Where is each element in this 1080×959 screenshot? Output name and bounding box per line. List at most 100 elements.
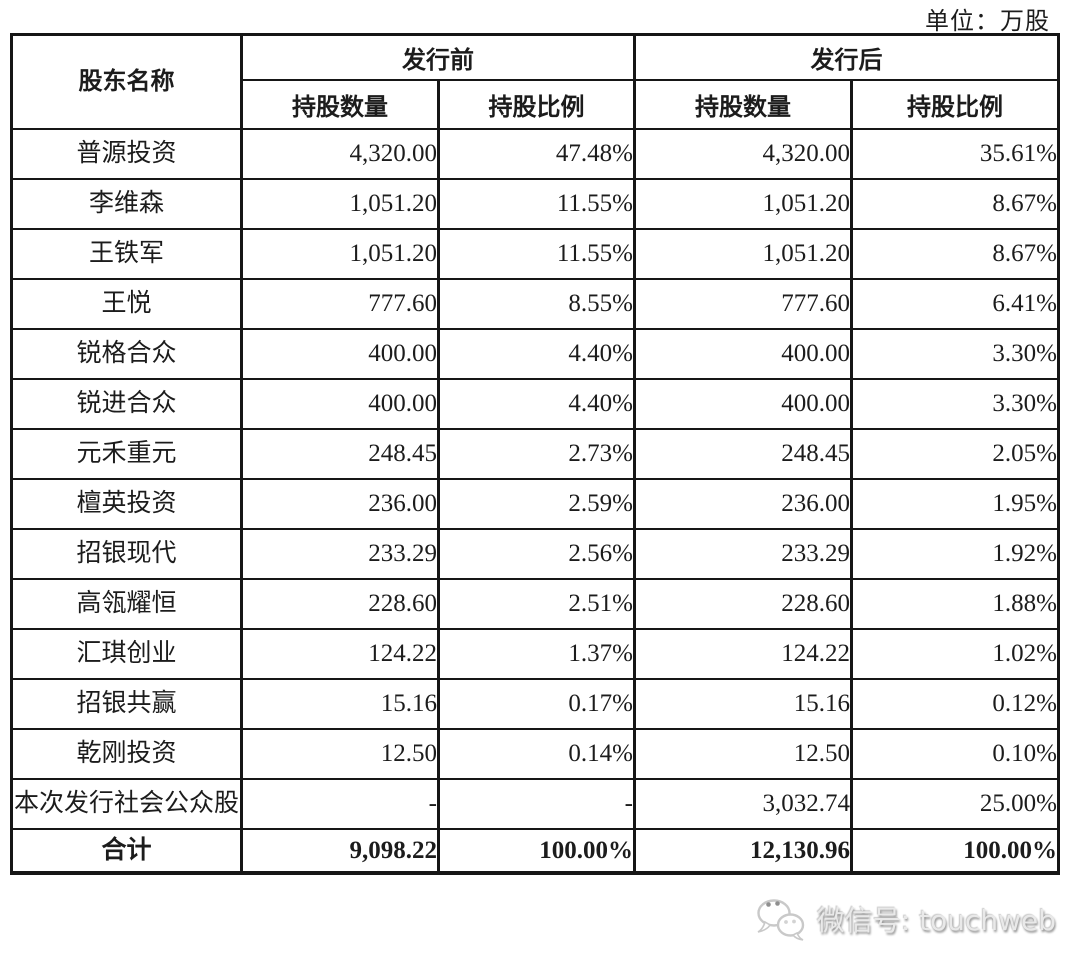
cell-value: 15.16: [240, 678, 440, 730]
cell-value: 9,098.22: [240, 828, 440, 874]
cell-value: 12.50: [240, 728, 440, 780]
cell-value: 400.00: [240, 378, 440, 430]
cell-value: 1.92%: [850, 528, 1060, 580]
cell-value: 4.40%: [437, 378, 636, 430]
cell-value: 0.10%: [850, 728, 1060, 780]
cell-value: 248.45: [240, 428, 440, 480]
table-row: 汇琪创业 124.22 1.37% 124.22 1.02%: [10, 628, 1060, 680]
cell-value: 47.48%: [437, 128, 636, 180]
cell-shareholder-name: 锐进合众: [10, 378, 243, 430]
cell-shareholder-name: 合计: [10, 828, 243, 874]
cell-shareholder-name: 普源投资: [10, 128, 243, 180]
cell-value: 3.30%: [850, 328, 1060, 380]
cell-shareholder-name: 汇琪创业: [10, 628, 243, 680]
cell-value: 2.51%: [437, 578, 636, 630]
total-row: 合计 9,098.22 100.00% 12,130.96 100.00%: [10, 828, 1060, 874]
cell-value: 4.40%: [437, 328, 636, 380]
table-row: 高瓴耀恒 228.60 2.51% 228.60 1.88%: [10, 578, 1060, 630]
header-row-subcolumns: 持股数量 持股比例 持股数量 持股比例: [12, 79, 1060, 130]
header-pre-issue: 发行前: [240, 33, 636, 81]
cell-value: 2.05%: [850, 428, 1060, 480]
cell-value: 1.88%: [850, 578, 1060, 630]
cell-value: 1,051.20: [240, 228, 440, 280]
cell-shareholder-name: 招银共赢: [10, 678, 243, 730]
table-row: 王悦 777.60 8.55% 777.60 6.41%: [10, 278, 1060, 330]
table-row: 锐进合众 400.00 4.40% 400.00 3.30%: [10, 378, 1060, 430]
cell-value: 1.95%: [850, 478, 1060, 530]
cell-value: 248.45: [633, 428, 853, 480]
cell-value: 12,130.96: [633, 828, 853, 874]
header-pre-ratio: 持股比例: [437, 79, 636, 130]
header-pre-quantity: 持股数量: [240, 79, 440, 130]
cell-value: 8.67%: [850, 228, 1060, 280]
cell-value: 400.00: [633, 328, 853, 380]
cell-value: 3.30%: [850, 378, 1060, 430]
table-row: 普源投资 4,320.00 47.48% 4,320.00 35.61%: [10, 128, 1060, 180]
cell-value: 1.02%: [850, 628, 1060, 680]
table-row: 招银共赢 15.16 0.17% 15.16 0.12%: [10, 678, 1060, 730]
header-shareholder-name: 股东名称: [10, 33, 243, 130]
watermark-label: 微信号: touchweb: [816, 904, 1056, 937]
cell-value: 233.29: [633, 528, 853, 580]
cell-shareholder-name: 招银现代: [10, 528, 243, 580]
cell-value: 228.60: [633, 578, 853, 630]
header-row-groups: 股东名称 发行前 发行后: [10, 33, 1060, 130]
cell-value: 777.60: [633, 278, 853, 330]
cell-value: 11.55%: [437, 178, 636, 230]
cell-shareholder-name: 锐格合众: [10, 328, 243, 380]
cell-value: -: [240, 778, 440, 830]
cell-value: 2.73%: [437, 428, 636, 480]
cell-value: 400.00: [633, 378, 853, 430]
cell-value: 124.22: [240, 628, 440, 680]
table-row: 元禾重元 248.45 2.73% 248.45 2.05%: [10, 428, 1060, 480]
watermark: 微信号: touchweb: [753, 894, 1056, 944]
table-body: 普源投资 4,320.00 47.48% 4,320.00 35.61% 李维森 1,051…: [10, 128, 1060, 874]
cell-value: 12.50: [633, 728, 853, 780]
cell-value: 0.12%: [850, 678, 1060, 730]
cell-value: 228.60: [240, 578, 440, 630]
cell-shareholder-name: 王悦: [10, 278, 243, 330]
cell-value: 400.00: [240, 328, 440, 380]
cell-value: 2.56%: [437, 528, 636, 580]
cell-shareholder-name: 檀英投资: [10, 478, 243, 530]
cell-value: 4,320.00: [633, 128, 853, 180]
cell-value: 15.16: [633, 678, 853, 730]
cell-shareholder-name: 高瓴耀恒: [10, 578, 243, 630]
cell-value: -: [437, 778, 636, 830]
header-post-quantity: 持股数量: [633, 79, 853, 130]
cell-value: 1,051.20: [633, 228, 853, 280]
table-row: 招银现代 233.29 2.56% 233.29 1.92%: [10, 528, 1060, 580]
cell-value: 236.00: [633, 478, 853, 530]
table-row: 檀英投资 236.00 2.59% 236.00 1.95%: [10, 478, 1060, 530]
cell-value: 8.55%: [437, 278, 636, 330]
cell-value: 11.55%: [437, 228, 636, 280]
cell-shareholder-name: 王铁军: [10, 228, 243, 280]
cell-value: 1,051.20: [240, 178, 440, 230]
cell-value: 1.37%: [437, 628, 636, 680]
cell-shareholder-name: 李维森: [10, 178, 243, 230]
table-row: 李维森 1,051.20 11.55% 1,051.20 8.67%: [10, 178, 1060, 230]
shareholder-table: 股东名称 发行前 发行后 持股数量 持股比例 持股数量 持股比例 普源投资 4,3…: [10, 33, 1060, 875]
cell-value: 236.00: [240, 478, 440, 530]
cell-value: 25.00%: [850, 778, 1060, 830]
table-row: 锐格合众 400.00 4.40% 400.00 3.30%: [10, 328, 1060, 380]
cell-value: 233.29: [240, 528, 440, 580]
cell-value: 100.00%: [850, 828, 1060, 874]
cell-value: 0.14%: [437, 728, 636, 780]
cell-value: 6.41%: [850, 278, 1060, 330]
cell-value: 8.67%: [850, 178, 1060, 230]
cell-value: 0.17%: [437, 678, 636, 730]
wechat-icon: [753, 894, 811, 944]
table-row: 乾刚投资 12.50 0.14% 12.50 0.10%: [10, 728, 1060, 780]
cell-shareholder-name: 本次发行社会公众股: [10, 778, 243, 830]
cell-value: 124.22: [633, 628, 853, 680]
cell-value: 100.00%: [437, 828, 636, 874]
cell-value: 4,320.00: [240, 128, 440, 180]
header-post-issue: 发行后: [633, 33, 1060, 81]
cell-value: 2.59%: [437, 478, 636, 530]
cell-shareholder-name: 乾刚投资: [10, 728, 243, 780]
table-row: 本次发行社会公众股 - -3,032.74 25.00%: [10, 778, 1060, 830]
header-post-ratio: 持股比例: [850, 79, 1060, 130]
cell-shareholder-name: 元禾重元: [10, 428, 243, 480]
unit-label: 单位：万股: [925, 9, 1050, 35]
